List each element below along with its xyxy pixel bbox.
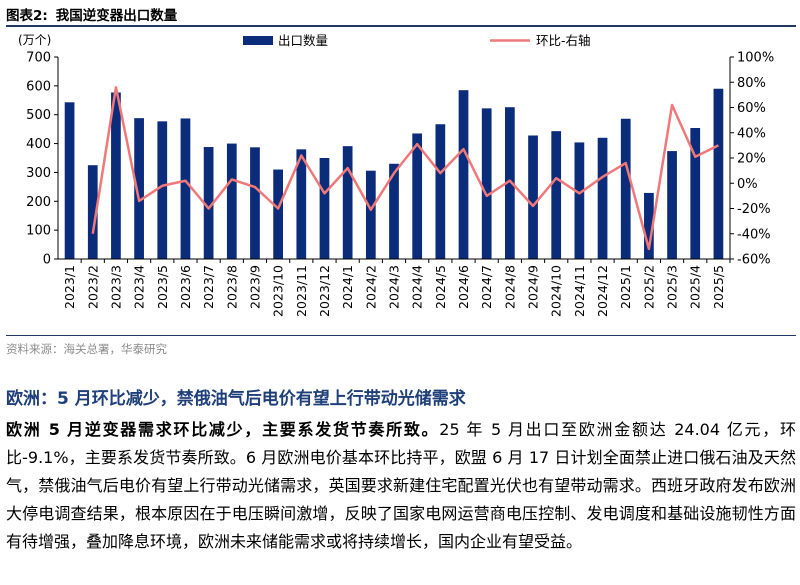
x-tick-label: 2024/1 (340, 265, 355, 309)
figure-title-text: 我国逆变器出口数量 (55, 8, 178, 24)
x-tick-label: 2023/2 (85, 265, 100, 309)
left-tick-label: 500 (26, 108, 51, 123)
paragraph-lead: 欧洲 5 月逆变器需求环比减少，主要系发货节奏所致。 (6, 420, 440, 439)
bar (226, 143, 237, 259)
left-axis-unit: (万个) (18, 33, 51, 47)
left-tick-label: 400 (26, 137, 51, 152)
figure-label: 图表2: (6, 8, 48, 24)
left-tick-label: 700 (26, 51, 51, 66)
x-tick-label: 2024/9 (526, 265, 541, 309)
left-tick-label: 100 (26, 224, 51, 239)
x-tick-label: 2024/3 (387, 265, 402, 309)
x-tick-label: 2023/3 (108, 265, 123, 309)
x-tick-label: 2023/1 (62, 265, 77, 309)
left-tick-label: 300 (26, 166, 51, 181)
x-tick-label: 2023/7 (201, 265, 216, 309)
legend-label-line: 环比-右轴 (536, 33, 591, 48)
x-tick-label: 2024/8 (502, 265, 517, 309)
bar (365, 170, 376, 259)
figure-title: 图表2: 我国逆变器出口数量 (6, 4, 177, 24)
right-tick-label: -40% (737, 227, 771, 242)
x-tick-label: 2023/11 (294, 265, 309, 317)
left-tick-label: 0 (43, 253, 51, 268)
x-tick-label: 2024/6 (456, 265, 471, 309)
bar (435, 124, 446, 259)
bar (528, 135, 538, 259)
figure-bottom-rule (6, 335, 796, 336)
x-tick-label: 2024/12 (595, 265, 610, 317)
bar (644, 192, 654, 259)
x-tick-label: 2023/8 (224, 265, 239, 309)
bar (713, 88, 724, 259)
legend-swatch-bar (243, 36, 273, 45)
x-tick-label: 2024/2 (363, 265, 378, 309)
source-note: 资料来源：海关总署，华泰研究 (6, 342, 167, 356)
right-tick-label: -60% (737, 253, 771, 268)
right-tick-label: 20% (737, 152, 766, 167)
bar (64, 102, 75, 259)
right-tick-label: 100% (737, 51, 774, 66)
body-paragraph: 欧洲 5 月逆变器需求环比减少，主要系发货节奏所致。25 年 5 月出口至欧洲金… (6, 416, 796, 556)
x-tick-label: 2024/5 (433, 265, 448, 309)
bar (134, 118, 144, 259)
bar (87, 165, 98, 259)
x-tick-label: 2024/11 (572, 265, 587, 317)
bar (551, 131, 562, 259)
x-tick-label: 2025/4 (688, 265, 703, 309)
bar (319, 158, 330, 259)
right-tick-label: 40% (737, 126, 766, 141)
paragraph-text: 25 年 5 月出口至欧洲金额达 24.04 亿元，环比-9.1%，主要系发货节… (6, 420, 796, 551)
x-tick-label: 2024/7 (479, 265, 494, 309)
bar (157, 121, 168, 259)
bar (458, 90, 469, 259)
x-tick-label: 2024/4 (410, 265, 425, 309)
x-tick-label: 2025/1 (618, 265, 633, 309)
x-tick-label: 2025/3 (665, 265, 680, 309)
section-title: 欧洲：5 月环比减少，禁俄油气后电价有望上行带动光储需求 (6, 389, 466, 409)
export-chart: 0 100 200 300 400 500 600 700 -60% -40% -20% 0% 20% 4… (18, 33, 774, 317)
x-tick-label: 2025/5 (711, 265, 726, 309)
bar (412, 133, 423, 259)
x-tick-label: 2024/10 (549, 265, 564, 317)
bar (690, 127, 701, 259)
mom-line (91, 86, 719, 251)
bar (111, 92, 121, 259)
left-tick-label: 600 (26, 79, 51, 94)
bar (389, 163, 399, 259)
right-tick-label: 80% (737, 76, 766, 91)
bar (180, 118, 191, 259)
x-tick-label: 2023/10 (271, 265, 286, 317)
bar (342, 146, 353, 259)
bar (574, 142, 585, 259)
bar (667, 151, 677, 259)
bar (203, 147, 214, 259)
bar (481, 108, 492, 259)
x-tick-label: 2023/12 (317, 265, 332, 317)
bar (504, 107, 515, 259)
bar (620, 118, 631, 259)
x-tick-label: 2023/4 (132, 265, 147, 309)
x-tick-label: 2025/2 (641, 265, 656, 309)
bar (296, 149, 307, 259)
x-tick-label: 2023/9 (247, 265, 262, 309)
title-rule (6, 25, 796, 27)
right-tick-label: 60% (737, 101, 766, 116)
legend-label-bar: 出口数量 (278, 33, 328, 48)
right-tick-label: -20% (737, 202, 771, 217)
x-tick-label: 2023/6 (178, 265, 193, 309)
bar (250, 147, 260, 259)
bar (597, 137, 608, 259)
x-tick-label: 2023/5 (155, 265, 170, 309)
bar (273, 169, 284, 259)
left-tick-label: 200 (26, 195, 51, 210)
right-tick-label: 0% (737, 177, 758, 192)
